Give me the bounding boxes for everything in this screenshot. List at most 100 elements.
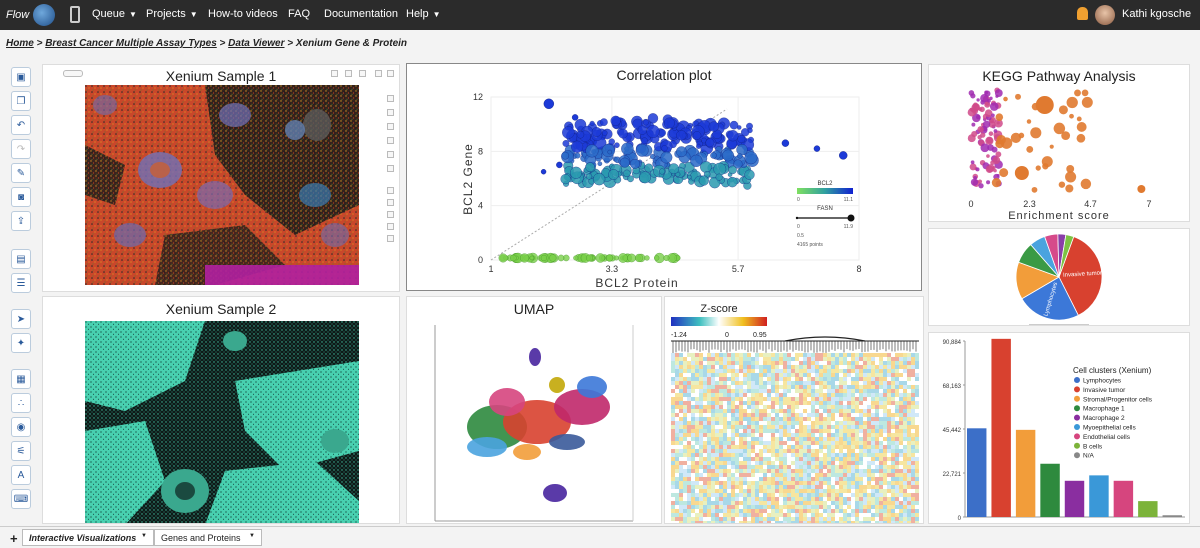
heatmap-cell bbox=[731, 393, 735, 397]
kegg-chart[interactable]: 0 2.3 4.7 7 Enrichment score bbox=[929, 65, 1190, 222]
select-icon[interactable]: ➤ bbox=[11, 309, 31, 329]
image-tool-icon[interactable] bbox=[387, 109, 394, 116]
nav-help[interactable]: Help ▼ bbox=[406, 8, 441, 20]
nav-how-to-videos[interactable]: How-to videos bbox=[208, 8, 278, 20]
eye-icon[interactable]: ◉ bbox=[11, 417, 31, 437]
scatter-icon[interactable]: ∴ bbox=[11, 393, 31, 413]
maximize-icon[interactable] bbox=[375, 70, 382, 77]
heatmap-cell bbox=[819, 513, 823, 517]
heatmap-cell bbox=[783, 389, 787, 393]
heatmap-cell bbox=[831, 477, 835, 481]
bell-icon[interactable] bbox=[1077, 7, 1088, 20]
heatmap-cell bbox=[703, 393, 707, 397]
umap-cluster bbox=[543, 484, 567, 502]
save-icon[interactable]: ▣ bbox=[11, 67, 31, 87]
panel-tool-icon[interactable] bbox=[345, 70, 352, 77]
heatmap-cell bbox=[675, 441, 679, 445]
add-tab-icon[interactable]: + bbox=[10, 531, 18, 546]
heatmap-cell bbox=[751, 377, 755, 381]
heatmap-cell bbox=[691, 509, 695, 513]
heatmap-cell bbox=[787, 501, 791, 505]
image-tool-icon[interactable] bbox=[387, 211, 394, 218]
zscore-heatmap[interactable]: Z-score -1.24 0 0.95 bbox=[665, 297, 924, 524]
image-tool-icon[interactable] bbox=[387, 199, 394, 206]
heatmap-cell bbox=[895, 405, 899, 409]
nav-projects[interactable]: Projects ▼ bbox=[146, 8, 198, 20]
export-icon[interactable]: ⇪ bbox=[11, 211, 31, 231]
image-tool-icon[interactable] bbox=[387, 165, 394, 172]
color-icon[interactable]: ✦ bbox=[11, 333, 31, 353]
heatmap-cell bbox=[755, 517, 759, 521]
close-icon[interactable] bbox=[387, 70, 394, 77]
heatmap-cell bbox=[747, 521, 751, 523]
heatmap-cell bbox=[843, 521, 847, 523]
image-tool-icon[interactable] bbox=[387, 235, 394, 242]
heatmap-cell bbox=[739, 473, 743, 477]
image-tool-icon[interactable] bbox=[387, 223, 394, 230]
kegg-point bbox=[971, 122, 976, 127]
logo[interactable]: Flow bbox=[6, 3, 58, 27]
image-tool-icon[interactable] bbox=[387, 123, 394, 130]
heatmap-cell bbox=[779, 509, 783, 513]
dendrogram bbox=[671, 336, 919, 353]
heatmap-cell bbox=[867, 501, 871, 505]
breadcrumb-project[interactable]: Breast Cancer Multiple Assay Types bbox=[45, 38, 217, 49]
filter-icon[interactable]: ⚟ bbox=[11, 441, 31, 461]
panel-tool-icon[interactable] bbox=[359, 70, 366, 77]
image-tool-icon[interactable] bbox=[387, 95, 394, 102]
heatmap-cell bbox=[815, 397, 819, 401]
avatar[interactable] bbox=[1095, 5, 1115, 25]
tab-genes-and-proteins[interactable]: Genes and Proteins ▼ bbox=[154, 529, 262, 546]
nav-queue[interactable]: Queue ▼ bbox=[92, 8, 137, 20]
heatmap-cell bbox=[883, 357, 887, 361]
heatmap-cell bbox=[703, 369, 707, 373]
breadcrumb-home[interactable]: Home bbox=[6, 38, 34, 49]
heatmap-cell bbox=[699, 433, 703, 437]
database-icon[interactable]: ☰ bbox=[11, 273, 31, 293]
heatmap-cell bbox=[711, 521, 715, 523]
heatmap-cell bbox=[751, 465, 755, 469]
heatmap-cell bbox=[819, 429, 823, 433]
redo-icon[interactable]: ↷ bbox=[11, 139, 31, 159]
heatmap-cell bbox=[855, 405, 859, 409]
heatmap-cell bbox=[787, 493, 791, 497]
panel-tool-icon[interactable] bbox=[331, 70, 338, 77]
heatmap-cell bbox=[775, 513, 779, 517]
edit-icon[interactable]: ✎ bbox=[11, 163, 31, 183]
heatmap-cell bbox=[807, 385, 811, 389]
heatmap-cell bbox=[807, 453, 811, 457]
keyboard-icon[interactable]: ⌨ bbox=[11, 489, 31, 509]
camera-icon[interactable]: ◙ bbox=[11, 187, 31, 207]
heatmap-cell bbox=[843, 477, 847, 481]
heatmap-cell bbox=[831, 405, 835, 409]
heatmap-cell bbox=[871, 465, 875, 469]
nav-documentation[interactable]: Documentation bbox=[324, 8, 398, 20]
image-tool-icon[interactable] bbox=[387, 187, 394, 194]
breadcrumb-data-viewer[interactable]: Data Viewer bbox=[228, 38, 285, 49]
heatmap-cell bbox=[735, 397, 739, 401]
panel-menu-button[interactable] bbox=[63, 70, 83, 77]
undo-icon[interactable]: ↶ bbox=[11, 115, 31, 135]
table-icon[interactable]: ▦ bbox=[11, 369, 31, 389]
text-icon[interactable]: A bbox=[11, 465, 31, 485]
copy-icon[interactable]: ❐ bbox=[11, 91, 31, 111]
heatmap-cell bbox=[899, 485, 903, 489]
nav-faq[interactable]: FAQ bbox=[288, 8, 310, 20]
heatmap-cell bbox=[715, 521, 719, 523]
heatmap-cell bbox=[795, 377, 799, 381]
xenium-image-2[interactable] bbox=[85, 321, 359, 524]
xenium-image-1[interactable] bbox=[85, 85, 359, 285]
image-tool-icon[interactable] bbox=[387, 137, 394, 144]
umap-plot[interactable] bbox=[407, 297, 662, 524]
file-icon[interactable]: ▤ bbox=[11, 249, 31, 269]
heatmap-cell bbox=[739, 377, 743, 381]
tab-interactive-visualizations[interactable]: Interactive Visualizations ▼ bbox=[22, 529, 154, 546]
mobile-icon[interactable] bbox=[70, 6, 80, 23]
image-tool-icon[interactable] bbox=[387, 151, 394, 158]
heatmap-cell bbox=[883, 405, 887, 409]
user-name[interactable]: Kathi kgosche bbox=[1122, 8, 1192, 20]
heatmap-cell bbox=[691, 489, 695, 493]
